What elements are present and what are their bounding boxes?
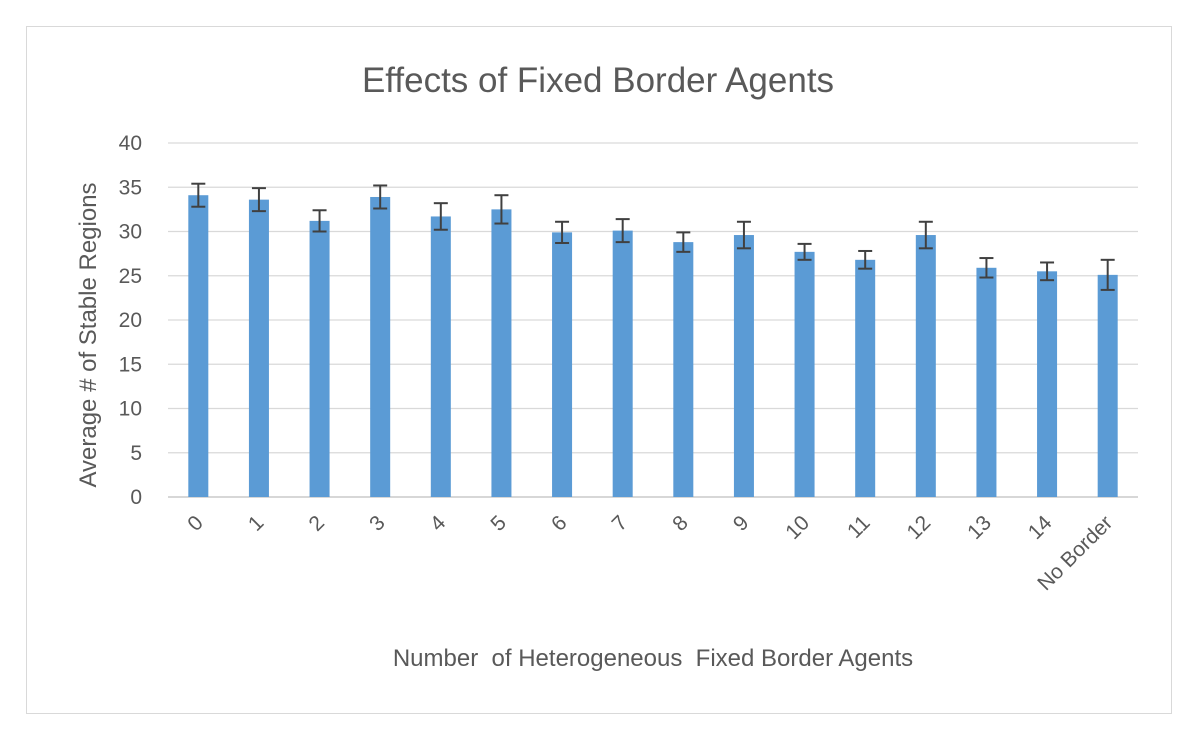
x-tick-label: 6 [547,511,572,536]
bar [370,196,391,498]
y-tick-label: 40 [119,132,142,155]
y-tick-label: 10 [119,398,142,421]
bar [673,242,694,497]
y-tick-label: 5 [130,442,142,465]
x-tick-label: 4 [426,511,451,536]
bar [491,209,512,497]
error-bar [312,209,327,233]
bar [855,259,876,497]
error-bars [191,182,1115,291]
error-bar [433,202,448,231]
x-tick-label: 3 [365,511,390,536]
error-bar [191,182,206,208]
x-tick-label: 5 [486,511,511,536]
error-bar [494,194,509,225]
x-tick-label: 9 [729,511,754,536]
x-axis-title: Number of Heterogeneous Fixed Border Age… [393,645,913,672]
bar [248,199,269,497]
y-axis-title: Average # of Stable Regions [75,182,102,487]
x-tick-label: 8 [668,511,693,536]
x-tick-label: 2 [305,511,330,536]
gridlines [168,142,1138,498]
y-tick-labels: 0 5 10 15 20 25 30 35 40 [119,132,142,509]
error-bar [736,220,751,250]
x-tick-label: 12 [903,511,936,544]
y-tick-label: 30 [119,221,142,244]
y-tick-label: 25 [119,265,142,288]
error-bar [555,220,570,245]
bar [612,230,633,498]
x-tick-label: 10 [781,511,814,544]
error-bar [615,218,630,244]
error-bar [979,257,994,279]
error-bar [1040,261,1055,282]
error-bar [676,231,691,253]
bars [188,195,1118,498]
error-bar [251,187,266,213]
bar [309,220,330,497]
bar [915,235,936,498]
bar [1037,271,1058,497]
error-bar [918,220,933,250]
x-tick-label: 7 [608,511,633,536]
bar [430,216,451,497]
chart-title: Effects of Fixed Border Agents [362,61,834,100]
bar [188,195,209,497]
bar [976,267,997,497]
y-tick-label: 15 [119,353,142,376]
error-bar [1100,258,1115,291]
x-tick-label: 11 [843,511,875,543]
bar [552,232,573,497]
bar [794,251,815,497]
bar [733,235,754,498]
x-tick-label: 14 [1024,511,1057,544]
error-bar [373,184,388,210]
error-bar [797,242,812,261]
x-tick-label: 13 [963,511,996,544]
y-tick-label: 0 [130,486,142,509]
x-tick-label: 1 [244,511,269,536]
x-tick-label: 0 [183,511,208,536]
y-tick-label: 35 [119,176,142,199]
bar [1097,274,1118,497]
y-tick-label: 20 [119,309,142,332]
error-bar [858,249,873,270]
